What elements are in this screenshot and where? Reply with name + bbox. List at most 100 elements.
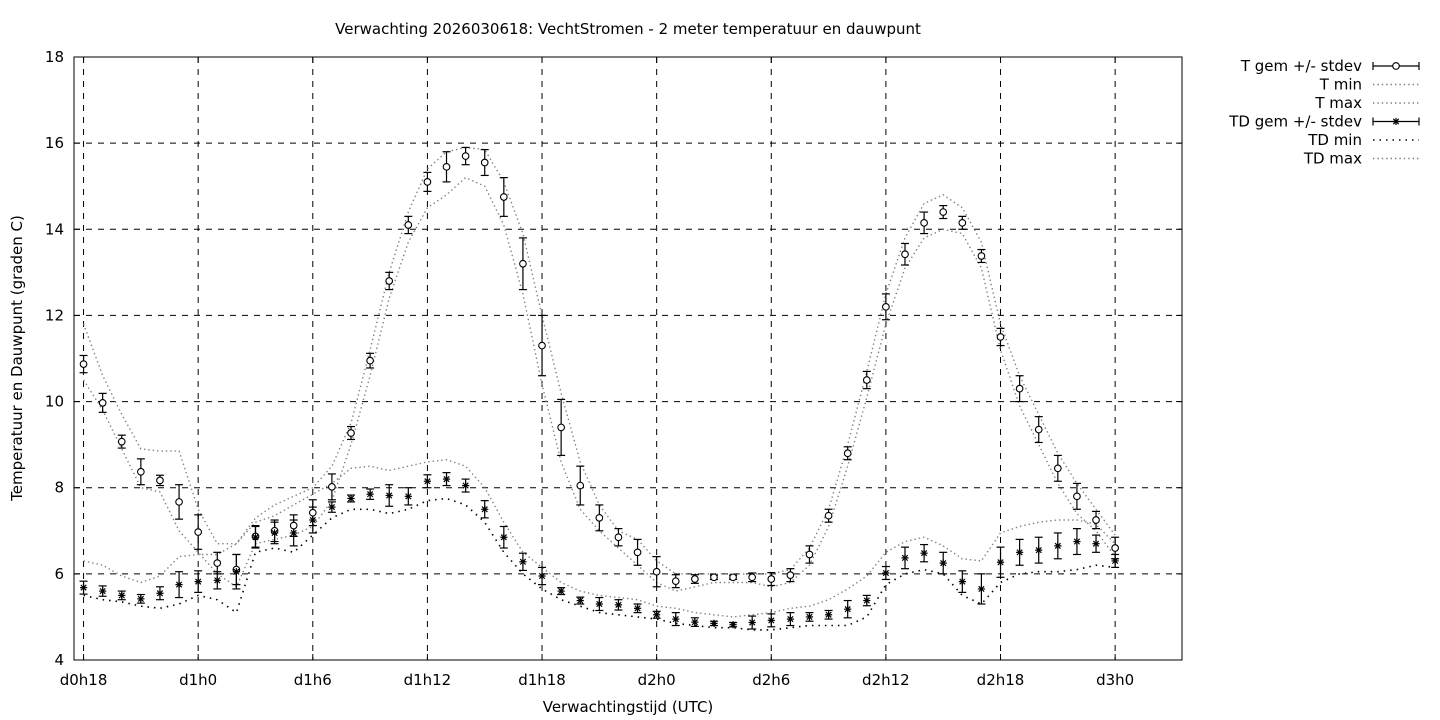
series-t-gem-stdev-point [424, 179, 431, 186]
series-t-gem-stdev-point [386, 278, 393, 285]
series-td-gem-stdev-point [1016, 549, 1023, 556]
y-tick-label: 12 [45, 306, 64, 324]
series-t-gem-stdev-point [462, 153, 469, 160]
y-tick-label: 8 [54, 479, 64, 497]
series-td-gem-stdev-point [195, 578, 202, 585]
series-td-gem-stdev-point [691, 618, 698, 625]
series-td-gem-stdev-point [787, 615, 794, 622]
legend-label-td-max: TD max [1303, 150, 1362, 168]
series-td-gem-stdev-point [500, 534, 507, 541]
series-t-gem-stdev-point [1016, 385, 1023, 392]
series-t-gem-stdev-point [634, 549, 641, 556]
series-t-gem-stdev-point [481, 159, 488, 166]
legend-label-td-gem-stdev: TD gem +/- stdev [1228, 113, 1362, 131]
x-tick-label: d1h6 [294, 671, 332, 689]
x-tick-label: d2h6 [752, 671, 790, 689]
series-td-gem-stdev-point [653, 611, 660, 618]
series-td-gem-stdev-point [137, 595, 144, 602]
x-axis-label: Verwachtingstijd (UTC) [543, 698, 714, 716]
series-td-gem-stdev-point [863, 597, 870, 604]
x-tick-label: d2h18 [977, 671, 1025, 689]
x-tick-label: d2h12 [862, 671, 910, 689]
series-td-gem-stdev-point [997, 559, 1004, 566]
series-td-gem-stdev-point [309, 516, 316, 523]
series-t-gem-stdev-point [367, 357, 374, 364]
series-td-gem-stdev-point [405, 493, 412, 500]
series-td-gem-stdev-point [825, 611, 832, 618]
series-t-gem-stdev-point [558, 424, 565, 431]
series-td-gem-stdev-point [729, 621, 736, 628]
series-t-gem-stdev-point [863, 377, 870, 384]
series-td-gem-stdev-point [615, 601, 622, 608]
x-tick-label: d1h18 [518, 671, 566, 689]
series-td-gem-stdev-point [882, 569, 889, 576]
series-t-gem-stdev-point [501, 194, 508, 201]
series-td-gem-stdev-point [806, 613, 813, 620]
y-tick-label: 14 [45, 220, 64, 238]
x-tick-label: d3h0 [1096, 671, 1134, 689]
legend-label-td-min: TD min [1307, 131, 1362, 149]
y-tick-label: 10 [45, 393, 64, 411]
series-t-gem-stdev-point [596, 515, 603, 522]
series-t-gem-stdev-point [730, 574, 737, 581]
series-t-gem-stdev-point [118, 438, 125, 445]
series-td-gem-stdev-point [481, 506, 488, 513]
series-t-gem-stdev-point [309, 509, 316, 516]
series-t-gem-stdev-point [1055, 465, 1062, 472]
series-t-gem-stdev-point [672, 578, 679, 585]
series-td-gem-stdev-point [978, 585, 985, 592]
series-td-gem-stdev-point [271, 529, 278, 536]
series-td-gem-stdev-point [577, 597, 584, 604]
x-tick-label: d0h18 [60, 671, 108, 689]
series-td-gem-stdev-point [252, 534, 259, 541]
series-t-gem-stdev-point [329, 484, 336, 491]
series-t-gem-stdev-point [692, 576, 699, 583]
series-td-gem-stdev-point [462, 482, 469, 489]
legend-label-t-gem-stdev: T gem +/- stdev [1240, 57, 1362, 75]
series-t-gem-stdev-point [883, 304, 890, 311]
series-t-gem-stdev-point [539, 342, 546, 349]
series-t-gem-stdev-point [902, 251, 909, 258]
legend-label-t-min: T min [1319, 76, 1362, 94]
series-t-gem-stdev-point [653, 568, 660, 575]
series-td-gem-stdev-point [596, 600, 603, 607]
y-axis-label: Temperatuur en Dauwpunt (graden C) [8, 215, 26, 502]
series-t-gem-stdev-point [806, 551, 813, 558]
series-td-gem-stdev-point [156, 590, 163, 597]
series-td-gem-stdev-point [749, 619, 756, 626]
series-td-gem-stdev-point [80, 584, 87, 591]
series-td-gem-stdev-point [921, 550, 928, 557]
series-td-gem-stdev-point [1054, 542, 1061, 549]
legend-marker-td-gem-stdev [1392, 118, 1399, 125]
series-t-gem-stdev-point [80, 361, 87, 368]
x-tick-label: d2h0 [638, 671, 676, 689]
series-t-gem-stdev-point [1093, 517, 1100, 524]
x-tick-label: d1h12 [404, 671, 452, 689]
series-t-gem-stdev-point [348, 430, 355, 437]
data-markers [80, 153, 1119, 629]
series-td-gem-stdev-point [1092, 540, 1099, 547]
series-t-gem-stdev-point [940, 209, 947, 216]
series-t-gem-stdev-point [959, 220, 966, 227]
series-td-gem-stdev-point [1035, 547, 1042, 554]
x-tick-label: d1h0 [179, 671, 217, 689]
series-td-gem-stdev-point [1112, 557, 1119, 564]
series-t-gem-stdev-point [844, 450, 851, 457]
series-td-gem-stdev-point [386, 492, 393, 499]
series-td-gem-stdev-point [538, 572, 545, 579]
series-td-gem-stdev-point [328, 503, 335, 510]
series-td-max-line [84, 460, 1116, 617]
legend-label-t-max: T max [1314, 94, 1362, 112]
chart-title: Verwachting 2026030618: VechtStromen - 2… [335, 20, 921, 38]
y-tick-label: 6 [54, 565, 64, 583]
series-t-gem-stdev-point [768, 576, 775, 583]
series-t-gem-stdev-point [99, 400, 106, 407]
series-t-gem-stdev-point [615, 534, 622, 541]
legend-marker-t-gem-stdev [1393, 63, 1400, 70]
series-t-gem-stdev-point [711, 574, 718, 581]
series-t-gem-stdev-point [1112, 545, 1119, 552]
series-t-gem-stdev-point [214, 560, 221, 567]
series-td-gem-stdev-point [844, 606, 851, 613]
series-t-gem-stdev-point [195, 529, 202, 536]
